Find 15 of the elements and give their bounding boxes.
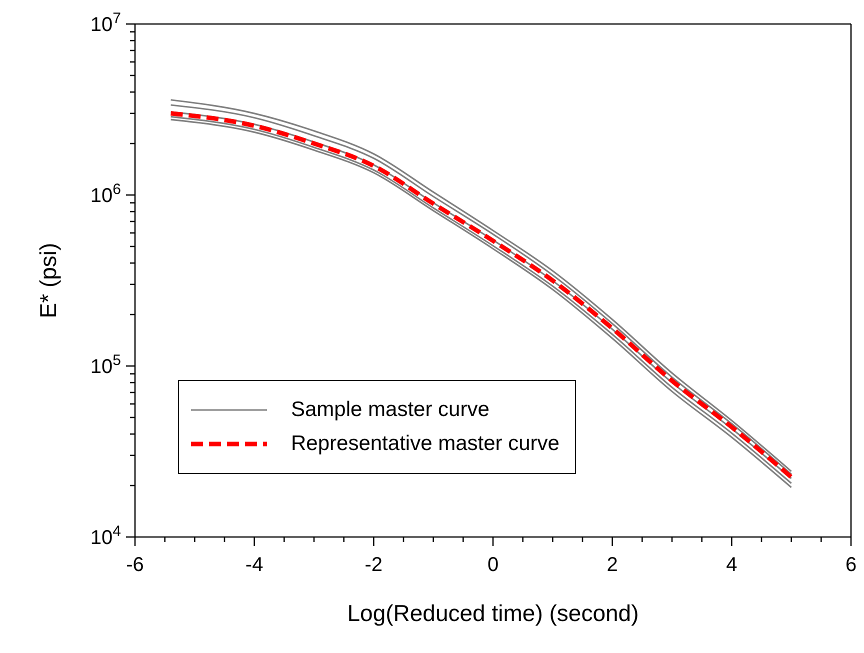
legend-label: Sample master curve [291,398,490,422]
x-tick-label: 2 [606,554,618,576]
x-tick-label: -6 [126,554,144,576]
x-tick-label: -4 [245,554,264,576]
y-axis-title: E* (psi) [35,242,62,318]
x-tick-label: 0 [487,554,499,576]
y-tick-label: 10$^{6}$ [90,180,121,207]
y-tick-label: 10$^{5}$ [90,352,121,378]
x-tick-label: 4 [726,554,738,576]
y-tick-label: 10$^{7}$ [90,10,121,36]
y-tick-label: 10$^{4}$ [90,522,121,549]
x-axis-title: Log(Reduced time) (second) [347,600,639,626]
x-tick-label: -2 [364,554,383,576]
legend-label: Representative master curve [291,432,560,456]
x-tick-label: 6 [845,554,857,576]
